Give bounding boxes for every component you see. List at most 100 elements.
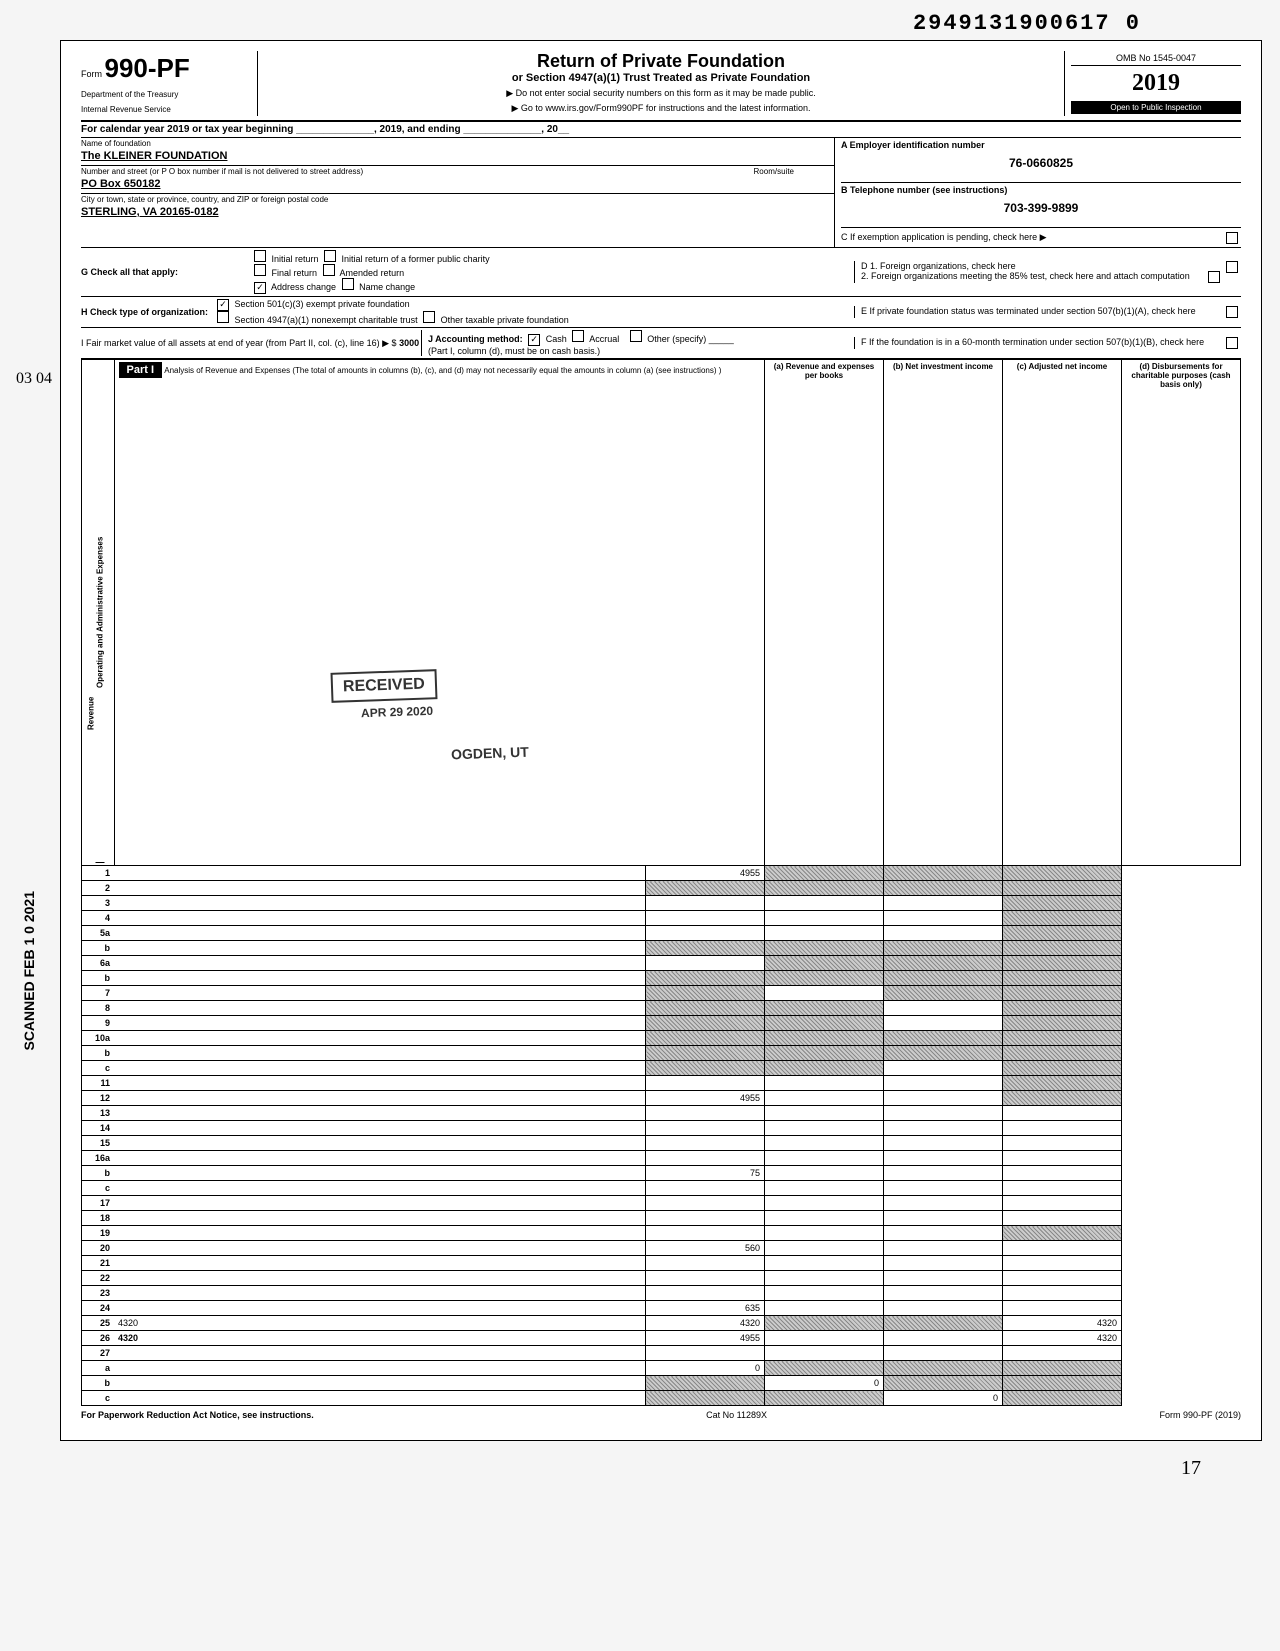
line-b: b bbox=[82, 1046, 1241, 1061]
other-checkbox[interactable] bbox=[630, 330, 642, 342]
f-label: F If the foundation is in a 60-month ter… bbox=[861, 337, 1204, 347]
line-13: 13 bbox=[82, 1106, 1241, 1121]
page-number: 17 bbox=[1181, 1457, 1201, 1480]
h-checkbox-2[interactable] bbox=[423, 311, 435, 323]
val-a bbox=[646, 1346, 765, 1361]
val-c bbox=[884, 941, 1003, 956]
val-d bbox=[1003, 911, 1122, 926]
line-num: 19 bbox=[82, 1226, 115, 1241]
line-num: 21 bbox=[82, 1256, 115, 1271]
h-options: Section 501(c)(3) exempt private foundat… bbox=[208, 299, 854, 325]
g-checkbox-2[interactable] bbox=[254, 264, 266, 276]
title-note2: ▶ Go to www.irs.gov/Form990PF for instru… bbox=[268, 103, 1054, 114]
line-11: 11 bbox=[82, 1076, 1241, 1091]
g-opt-0: Initial return bbox=[269, 254, 321, 264]
g-checkbox-1[interactable] bbox=[324, 250, 336, 262]
g-checkbox-5[interactable] bbox=[342, 278, 354, 290]
revenue-side-label: Revenue Operating and Administrative Exp… bbox=[82, 360, 115, 866]
val-d bbox=[1003, 1136, 1122, 1151]
line-num: 26 bbox=[82, 1331, 115, 1346]
h-checkbox-0[interactable] bbox=[217, 299, 229, 311]
h-checkbox-1[interactable] bbox=[217, 311, 229, 323]
line-num: 24 bbox=[82, 1301, 115, 1316]
val-b bbox=[765, 1256, 884, 1271]
header: Form 990-PF Department of the Treasury I… bbox=[81, 51, 1241, 122]
col-b: (b) Net investment income bbox=[884, 360, 1003, 866]
footer-right: Form 990-PF (2019) bbox=[1159, 1410, 1241, 1420]
line-desc bbox=[114, 1256, 646, 1271]
line-num: b bbox=[82, 1046, 115, 1061]
val-d bbox=[1003, 1196, 1122, 1211]
val-a bbox=[646, 881, 765, 896]
val-b bbox=[765, 1106, 884, 1121]
line-desc bbox=[114, 1286, 646, 1301]
line-desc bbox=[114, 926, 646, 941]
c-checkbox[interactable] bbox=[1226, 232, 1238, 244]
val-d bbox=[1003, 1346, 1122, 1361]
d2-checkbox[interactable] bbox=[1208, 271, 1220, 283]
val-a: 4955 bbox=[646, 866, 765, 881]
line-num: c bbox=[82, 1391, 115, 1406]
line-12: 124955 bbox=[82, 1091, 1241, 1106]
line-num: 12 bbox=[82, 1091, 115, 1106]
val-a: 0 bbox=[646, 1361, 765, 1376]
line-6a: 6a bbox=[82, 956, 1241, 971]
val-a bbox=[646, 1001, 765, 1016]
line-num: 27 bbox=[82, 1346, 115, 1361]
val-b bbox=[765, 1121, 884, 1136]
g-checkbox-3[interactable] bbox=[323, 264, 335, 276]
val-c bbox=[884, 1001, 1003, 1016]
val-b bbox=[765, 1046, 884, 1061]
d1-checkbox[interactable] bbox=[1226, 261, 1238, 273]
ij-row: I Fair market value of all assets at end… bbox=[81, 328, 1241, 359]
val-b bbox=[765, 1241, 884, 1256]
line-15: 15 bbox=[82, 1136, 1241, 1151]
cash-checkbox[interactable] bbox=[528, 334, 540, 346]
line-c: c bbox=[82, 1181, 1241, 1196]
e-checkbox[interactable] bbox=[1226, 306, 1238, 318]
val-d bbox=[1003, 1106, 1122, 1121]
val-b bbox=[765, 986, 884, 1001]
line-desc bbox=[114, 1136, 646, 1151]
g-opt-4: Address change bbox=[269, 282, 339, 292]
val-d bbox=[1003, 1046, 1122, 1061]
val-d bbox=[1003, 956, 1122, 971]
line-num: b bbox=[82, 941, 115, 956]
tax-year: 2019 bbox=[1071, 66, 1241, 101]
val-a bbox=[646, 1016, 765, 1031]
val-d bbox=[1003, 866, 1122, 881]
val-b bbox=[765, 1391, 884, 1406]
val-c bbox=[884, 1256, 1003, 1271]
open-inspection: Open to Public Inspection bbox=[1071, 101, 1241, 114]
margin-note: 03 04 bbox=[16, 371, 52, 387]
val-d bbox=[1003, 1271, 1122, 1286]
col-c: (c) Adjusted net income bbox=[1003, 360, 1122, 866]
opex-label: Operating and Administrative Expenses bbox=[95, 362, 104, 863]
dept-treasury: Department of the Treasury bbox=[81, 90, 251, 99]
val-b bbox=[765, 1136, 884, 1151]
val-d bbox=[1003, 1016, 1122, 1031]
line-num: 15 bbox=[82, 1136, 115, 1151]
line-desc bbox=[114, 1001, 646, 1016]
val-a bbox=[646, 1046, 765, 1061]
h-opt-2: Other taxable private foundation bbox=[438, 315, 569, 325]
val-b bbox=[765, 941, 884, 956]
val-c bbox=[884, 1181, 1003, 1196]
addr-label: Number and street (or P O box number if … bbox=[81, 167, 363, 176]
form-prefix: Form bbox=[81, 69, 102, 79]
f-checkbox[interactable] bbox=[1226, 337, 1238, 349]
line-desc bbox=[114, 1046, 646, 1061]
line-3: 3 bbox=[82, 896, 1241, 911]
g-row: G Check all that apply: Initial return I… bbox=[81, 248, 1241, 297]
val-a: 635 bbox=[646, 1301, 765, 1316]
val-d bbox=[1003, 1286, 1122, 1301]
revenue-label: Revenue bbox=[86, 563, 95, 863]
line-desc bbox=[114, 881, 646, 896]
line-5a: 5a bbox=[82, 926, 1241, 941]
g-checkbox-4[interactable] bbox=[254, 282, 266, 294]
val-d bbox=[1003, 1226, 1122, 1241]
accrual-checkbox[interactable] bbox=[572, 330, 584, 342]
line-desc bbox=[114, 1016, 646, 1031]
line-desc bbox=[114, 1301, 646, 1316]
g-checkbox-0[interactable] bbox=[254, 250, 266, 262]
